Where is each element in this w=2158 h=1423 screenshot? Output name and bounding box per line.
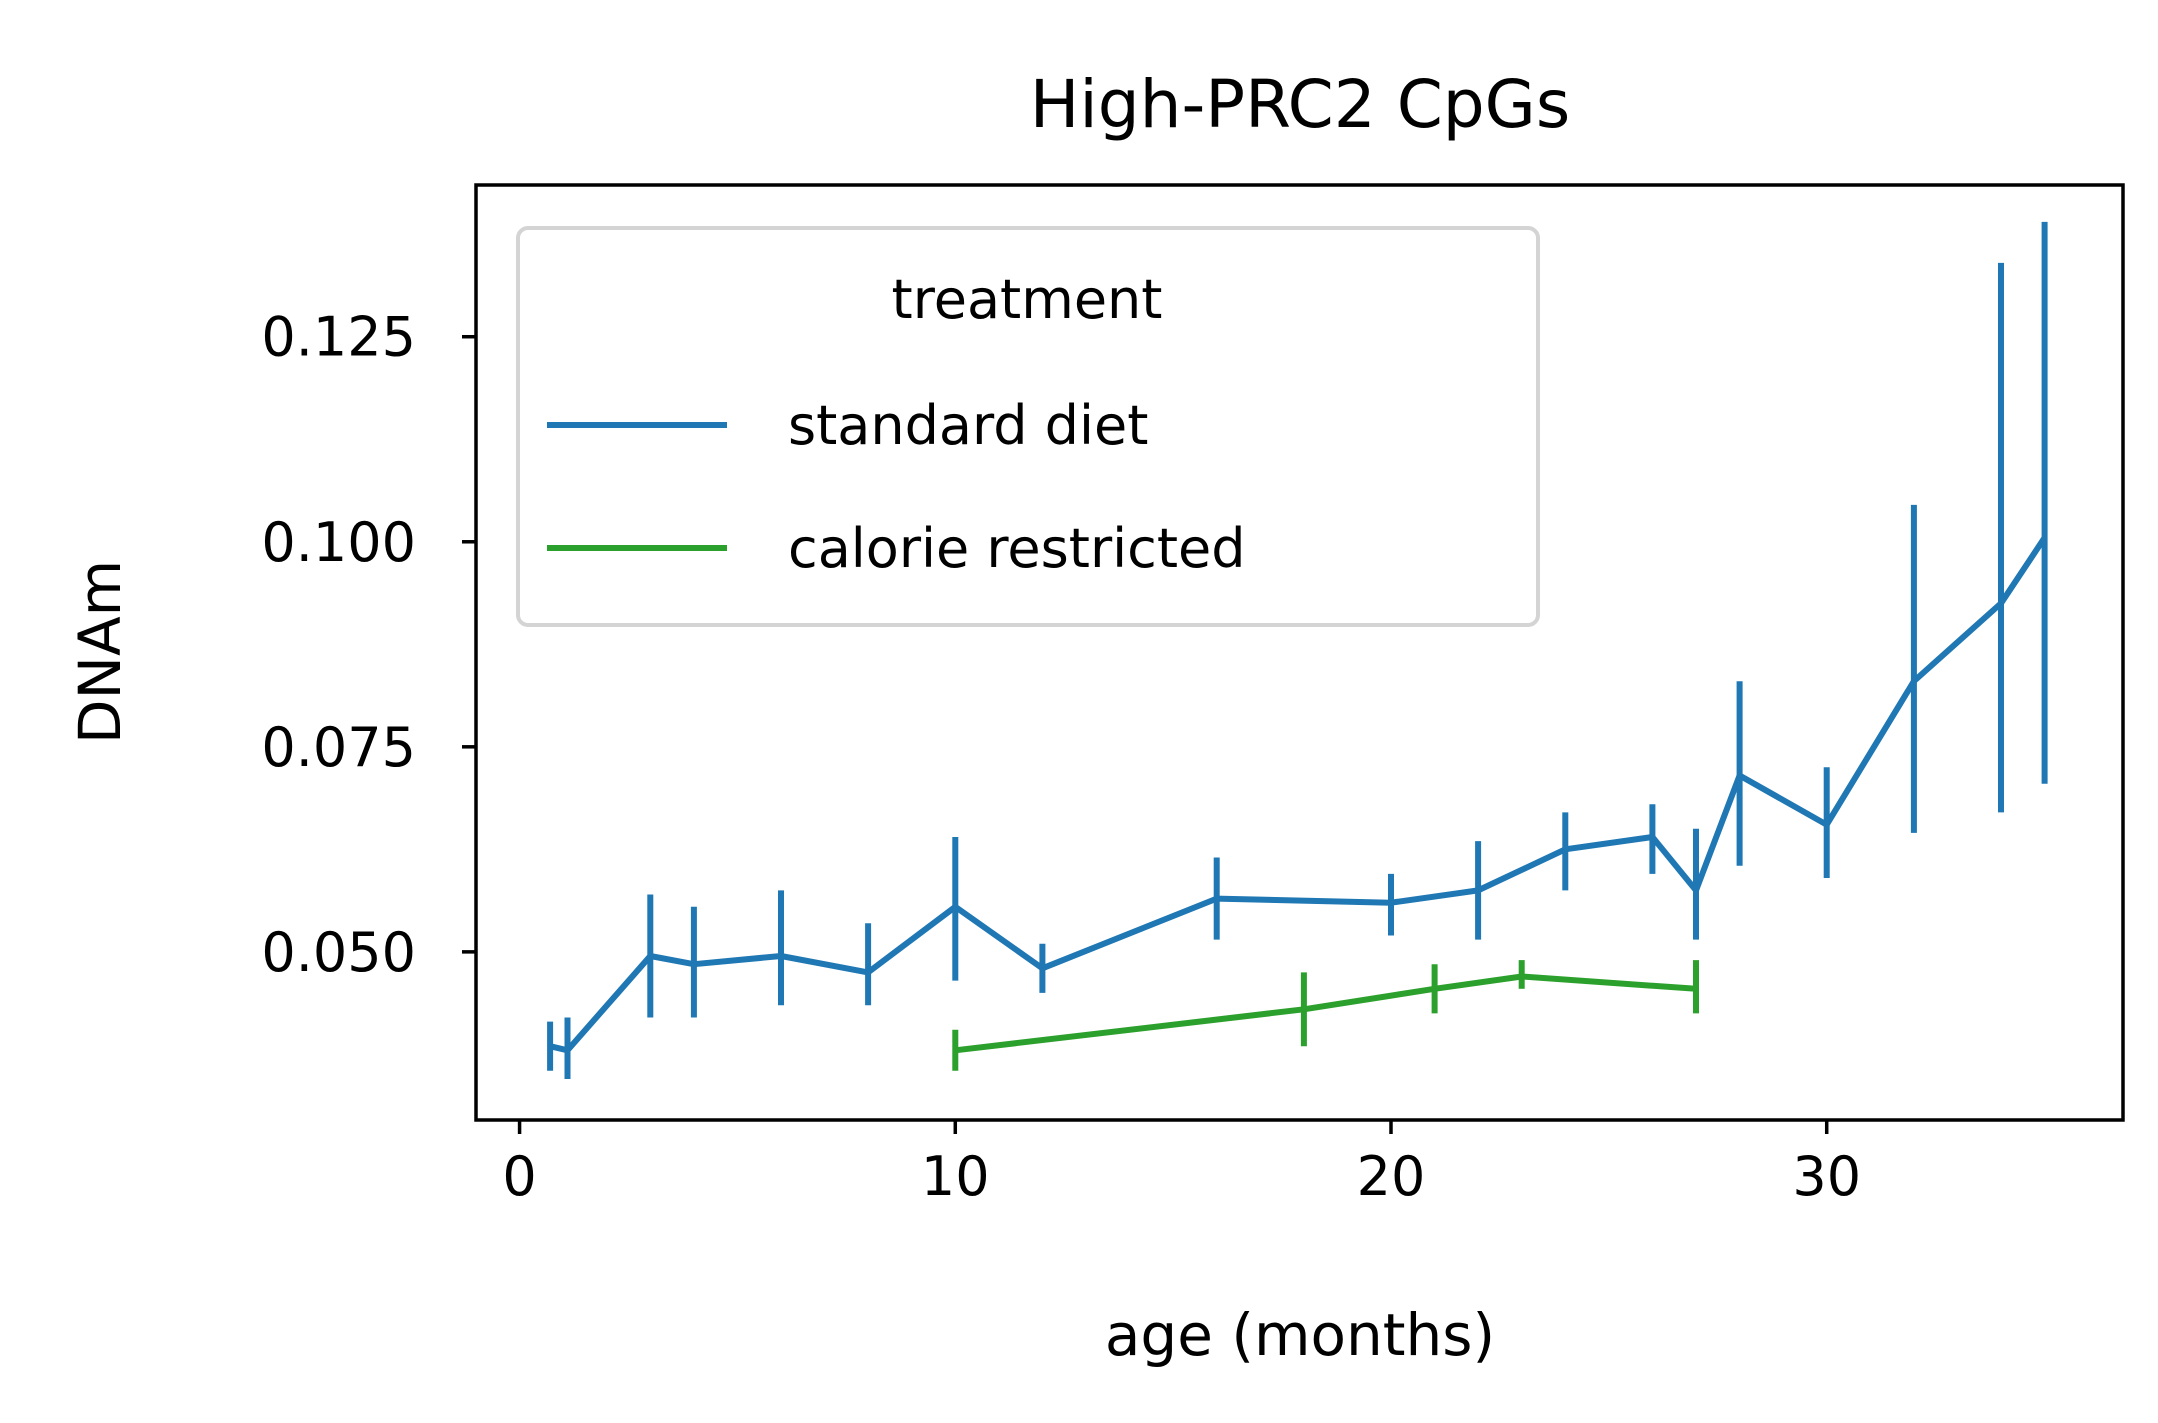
plot-frame xyxy=(474,183,2125,1122)
x-tick-label-0: 0 xyxy=(502,1145,536,1208)
x-axis-ticks: 0 10 20 30 xyxy=(502,1120,1861,1208)
series-calorie-restricted xyxy=(952,960,1699,1071)
legend: treatment standard diet calorie restrict… xyxy=(516,226,1540,627)
series-layer xyxy=(547,221,2048,1079)
series-standard-diet xyxy=(547,221,2048,1079)
series-line-calorie-restricted xyxy=(954,973,1697,1054)
y-axis-ticks: 0.050 0.075 0.100 0.125 xyxy=(261,306,476,984)
x-tick-label-3: 30 xyxy=(1792,1145,1861,1208)
y-tick-label-1: 0.075 xyxy=(261,716,416,779)
y-tick-label-2: 0.100 xyxy=(261,511,416,574)
x-axis-label: age (months) xyxy=(1105,1301,1495,1369)
x-tick-label-1: 10 xyxy=(921,1145,990,1208)
legend-title: treatment xyxy=(892,268,1163,331)
legend-label-calorie-restricted: calorie restricted xyxy=(788,517,1246,580)
legend-box xyxy=(516,226,1540,627)
x-tick-label-2: 20 xyxy=(1357,1145,1426,1208)
y-tick-label-3: 0.125 xyxy=(261,306,416,369)
y-tick-label-0: 0.050 xyxy=(261,921,416,984)
chart-title: High-PRC2 CpGs xyxy=(1030,66,1570,143)
legend-label-standard-diet: standard diet xyxy=(788,394,1148,457)
y-axis-label: DNAm xyxy=(66,560,134,744)
